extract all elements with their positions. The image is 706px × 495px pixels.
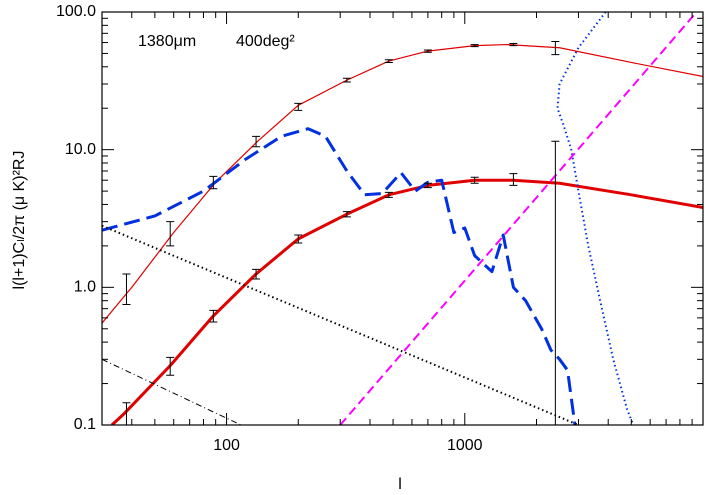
error-bar: [423, 49, 432, 53]
line: [102, 224, 579, 425]
error-bar: [509, 173, 518, 186]
plot-frame: [101, 11, 704, 426]
y-tick-label: 100.0: [56, 3, 96, 20]
error-bar: [551, 140, 560, 425]
error-bar: [122, 273, 131, 306]
line: [102, 127, 577, 425]
line: [556, 12, 635, 425]
error-bar: [470, 176, 479, 184]
error-bar: [122, 402, 131, 425]
error-bar: [509, 43, 518, 47]
line: [110, 178, 703, 425]
x-axis-label: l: [398, 476, 402, 493]
error-bar: [294, 234, 303, 244]
annotation: 400deg²: [236, 33, 295, 50]
error-bar: [551, 41, 560, 56]
y-tick-label: 10.0: [65, 141, 96, 158]
error-bar: [252, 268, 261, 280]
y-tick-label: 0.1: [74, 416, 96, 433]
error-bar: [294, 102, 303, 111]
error-bar: [342, 211, 351, 218]
y-tick-label: 1.0: [74, 279, 96, 296]
error-bar: [423, 182, 432, 189]
error-bar: [166, 221, 175, 247]
error-bar: [209, 175, 218, 190]
error-bar: [384, 191, 393, 198]
y-axis-label: l(l+1)Cₗ/2π (μ K)²RJ: [11, 151, 28, 290]
annotation: 1380μm: [138, 33, 196, 50]
error-bar: [166, 356, 175, 376]
line: [102, 43, 703, 324]
line: [339, 12, 698, 425]
error-bar: [209, 309, 218, 323]
x-tick-label: 100: [213, 437, 240, 454]
error-bar: [342, 77, 351, 83]
plot-area: [102, 12, 703, 425]
x-tick-label: 1000: [447, 437, 483, 454]
error-bar: [384, 59, 393, 63]
error-bar: [252, 135, 261, 148]
error-bar: [470, 44, 479, 48]
